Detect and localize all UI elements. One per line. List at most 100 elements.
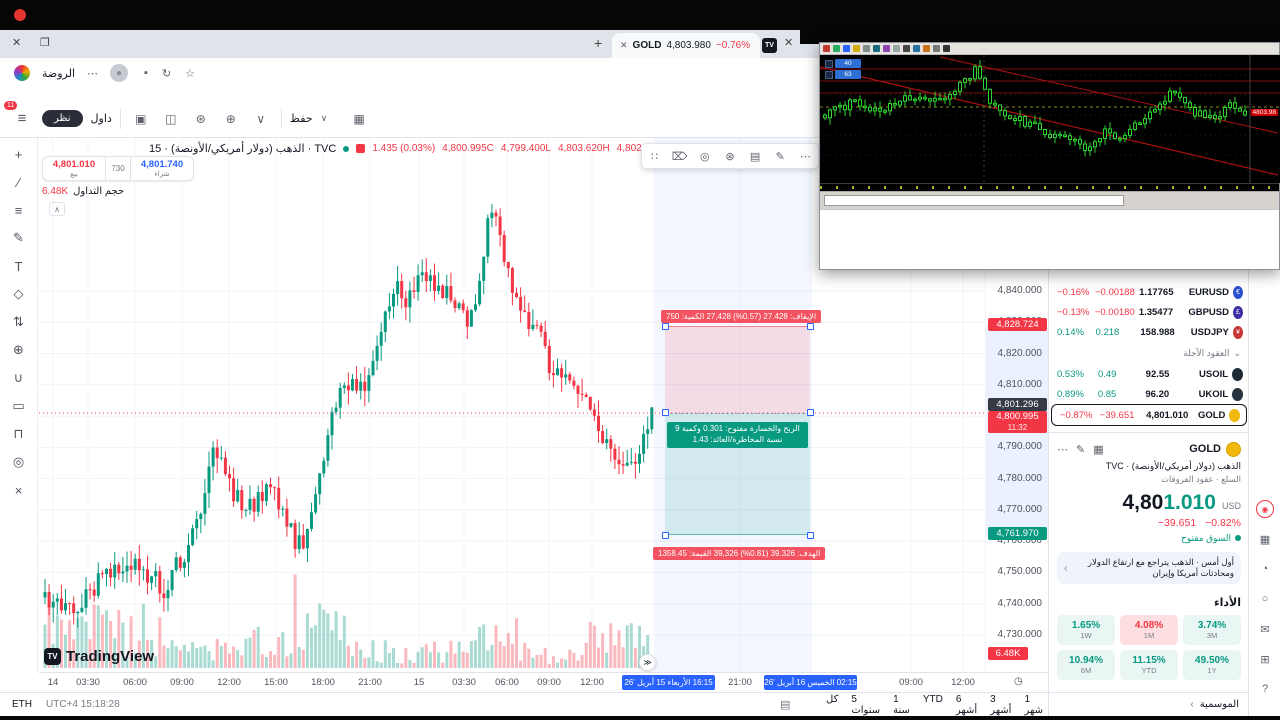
hamburger-menu-icon[interactable]: ≡ 11 [4, 100, 34, 131]
mt4-tool-icon[interactable] [923, 45, 930, 52]
screenshot-camera-icon[interactable]: ▣ [135, 111, 147, 126]
ideas-icon[interactable]: ◔ [1261, 563, 1269, 575]
trade-panel-button[interactable]: داول [90, 113, 112, 125]
hide-drawings-icon[interactable]: ◎ [12, 454, 25, 469]
layout-grid-icon[interactable]: ▦ [1093, 443, 1104, 456]
chat-icon[interactable]: ✉ [1260, 623, 1270, 636]
oneclick-buy-button[interactable]: 63 [835, 70, 861, 79]
mt4-tool-icon[interactable] [853, 45, 860, 52]
fib-retracement-icon[interactable]: ≡ [14, 202, 23, 218]
mt4-tool-icon[interactable] [893, 45, 900, 52]
crosshair-icon[interactable]: + [14, 146, 23, 162]
mt4-tool-icon[interactable] [833, 45, 840, 52]
position-handle[interactable] [662, 323, 669, 330]
watchlist-group-header[interactable]: ⌄ العقود الآجلة [1049, 342, 1249, 364]
go-to-realtime-button[interactable]: ≫ [639, 654, 656, 671]
window-maximize-icon[interactable]: ❐ [40, 37, 50, 49]
chevron-down-icon[interactable]: ∨ [256, 111, 266, 126]
perf-tile-YTD[interactable]: 11.15% YTD [1120, 650, 1178, 681]
position-handle[interactable] [662, 532, 669, 539]
template-icon[interactable]: ▤ [749, 150, 761, 163]
mt4-tool-icon[interactable] [863, 45, 870, 52]
symbol-title[interactable]: الذهب (دولار أمريكي/الأونصة) · 15 · TVC [149, 143, 337, 155]
settings-icon[interactable]: ⊛ [725, 150, 735, 163]
more-options-icon[interactable]: ⋯ [1057, 443, 1068, 456]
legend-collapse-button[interactable]: ∧ [49, 202, 65, 216]
mt4-tool-icon[interactable] [933, 45, 940, 52]
perf-tile-6M[interactable]: 10.94% 6M [1057, 650, 1115, 681]
tab-close-icon-2[interactable]: ✕ [784, 37, 794, 49]
mt4-terminal-input[interactable] [824, 195, 1124, 206]
magnet-icon[interactable]: ∪ [13, 370, 24, 385]
range-button[interactable]: YTD [922, 693, 943, 705]
watchlist-row-usoil[interactable]: 0.53% 0.49 92.55 USOIL [1049, 364, 1249, 384]
buy-button[interactable]: 4,801.740 شراء [131, 157, 193, 180]
volume-label[interactable]: حجم التداول [73, 186, 125, 197]
perf-tile-1W[interactable]: 1.65% 1W [1057, 615, 1115, 646]
range-button[interactable]: 1 سنة [893, 693, 910, 716]
range-button[interactable]: 3 أشهر [990, 693, 1012, 716]
layout-button[interactable]: ▦ [353, 111, 365, 126]
watchlist-row-ukoil[interactable]: 0.89% 0.85 96.20 UKOIL [1049, 384, 1249, 404]
trendline-icon[interactable]: ∕ [17, 174, 20, 190]
range-button[interactable]: كل [826, 693, 839, 705]
more-options-icon[interactable]: ⋯ [87, 67, 99, 80]
oneclick-toggle-icon[interactable] [825, 59, 833, 68]
bookmark-label[interactable]: الروضة [42, 67, 76, 80]
seasonality-footer[interactable]: ‹ الموسمية [1049, 692, 1249, 716]
visibility-icon[interactable]: ◎ [700, 150, 710, 163]
watchlist-row-gbpusd[interactable]: −0.13% −0.00180 1.35477 GBPUSD £ [1049, 302, 1249, 322]
star-icon[interactable]: ☆ [185, 67, 196, 80]
price-scale[interactable]: 4,840.0004,830.0004,820.0004,810.0004,80… [985, 138, 1049, 672]
zoom-in-icon[interactable]: ⊕ [225, 111, 236, 126]
sell-button[interactable]: 4,801.010 بيع [43, 157, 105, 180]
brush-icon[interactable]: ✎ [13, 230, 24, 245]
panel-toggle-icon[interactable]: ▤ [780, 699, 791, 711]
refresh-icon[interactable]: ↻ [161, 67, 172, 80]
range-button[interactable]: 5 سنوات [851, 693, 881, 716]
price-chart[interactable] [39, 138, 985, 672]
time-axis[interactable]: ◷ 14 03:30 06:00 09:00 12:00 15:00 18:00 21:00 1… [39, 672, 1048, 692]
new-tab-button[interactable]: + [594, 35, 603, 51]
save-chevron-icon[interactable]: ∨ [320, 113, 328, 123]
text-icon[interactable]: T [14, 258, 23, 274]
delete-icon[interactable]: ⌦ [671, 150, 688, 163]
mt4-tool-icon[interactable] [883, 45, 890, 52]
window-close-icon[interactable]: ✕ [12, 37, 22, 49]
pattern-icon[interactable]: ◇ [13, 286, 24, 301]
oneclick-toggle-icon[interactable] [825, 70, 833, 79]
long-short-position-icon[interactable]: ⇅ [13, 314, 24, 329]
clock-label[interactable]: UTC+4 15:18:28 [46, 699, 120, 710]
range-button[interactable]: 1 شهر [1024, 693, 1043, 716]
session-highlight-label[interactable]: 16:15 الأربعاء 15 أبريل '26 [622, 675, 715, 690]
streams-icon[interactable]: ◉ [1256, 500, 1274, 518]
watchlist-row-usdjpy[interactable]: 0.14% 0.218 158.988 USDJPY ¥ [1049, 322, 1249, 342]
position-handle[interactable] [807, 323, 814, 330]
edit-icon[interactable]: ✎ [1076, 443, 1086, 456]
fullscreen-icon[interactable]: ◫ [165, 111, 177, 126]
session-highlight-label[interactable]: 02:15 الخميس 16 أبريل '26 [764, 675, 857, 690]
help-icon[interactable]: ? [1261, 683, 1269, 695]
news-card[interactable]: ‹ أول أمس · الذهب يتراجع مع ارتفاع الدول… [1057, 552, 1241, 585]
detail-description[interactable]: الذهب (دولار أمريكي/الأونصة) · TVC [1105, 461, 1241, 471]
mt4-tool-icon[interactable] [843, 45, 850, 52]
position-pnl-label[interactable]: الربح والخسارة مفتوح: 0.301 وكمية 9 نسبة… [667, 422, 808, 448]
perf-tile-1M[interactable]: 4.08% 1M [1120, 615, 1178, 646]
settings-gear-icon[interactable]: ⊛ [195, 111, 206, 126]
position-stop-zone[interactable] [665, 326, 810, 413]
mt4-tool-icon[interactable] [873, 45, 880, 52]
range-button[interactable]: 6 أشهر [955, 693, 978, 716]
tab-gold[interactable]: ✕ GOLD 4,803.980 −0.76% [612, 33, 760, 58]
more-icon[interactable]: ⋯ [799, 150, 811, 163]
measure-icon[interactable]: ▭ [12, 398, 25, 413]
remove-drawings-icon[interactable]: × [14, 482, 23, 498]
tab-close-icon[interactable]: ✕ [620, 40, 628, 50]
symbol-search-button[interactable]: نظر [42, 110, 83, 127]
oneclick-sell-button[interactable]: 40 [835, 59, 861, 68]
mt4-popup-window[interactable]: 40 63 4803.98 [819, 42, 1280, 270]
mt4-tool-icon[interactable] [913, 45, 920, 52]
chart-pane[interactable]: الذهب (دولار أمريكي/الأونصة) · 15 · TVC … [39, 138, 985, 672]
mt4-tool-icon[interactable] [823, 45, 830, 52]
perf-tile-1Y[interactable]: 49.50% 1Y [1183, 650, 1241, 681]
avatar[interactable]: ● [110, 64, 129, 82]
